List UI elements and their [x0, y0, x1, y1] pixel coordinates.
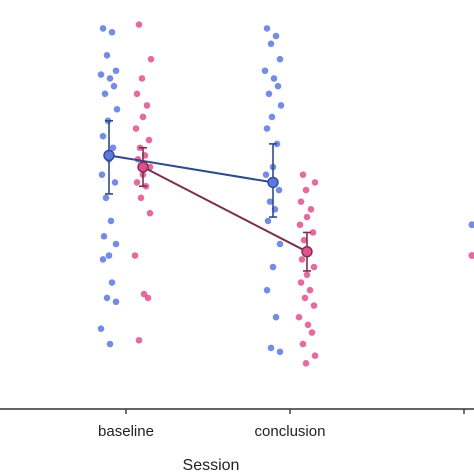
data-point	[112, 240, 120, 248]
data-point	[309, 229, 317, 236]
data-point	[263, 25, 271, 32]
data-point	[468, 252, 474, 260]
x-tick-label-baseline: baseline	[98, 423, 154, 440]
data-point	[101, 90, 109, 98]
data-point	[112, 298, 120, 306]
data-point	[277, 102, 285, 109]
data-point	[109, 144, 117, 152]
data-point	[298, 256, 306, 263]
data-point	[302, 360, 310, 367]
data-point	[264, 217, 272, 225]
data-point	[296, 221, 304, 229]
data-point	[301, 294, 309, 302]
data-point	[133, 90, 141, 98]
mean-line	[108, 154, 274, 184]
jitter-points	[97, 21, 474, 367]
data-point	[295, 313, 303, 321]
mean-line	[142, 166, 308, 253]
data-point	[265, 90, 273, 98]
data-point	[131, 252, 139, 259]
data-point	[297, 198, 305, 205]
data-point	[132, 125, 140, 132]
data-point	[311, 179, 319, 186]
data-point	[275, 186, 283, 194]
data-point	[135, 336, 143, 344]
data-point	[103, 294, 111, 302]
data-point	[310, 263, 318, 271]
data-point	[276, 240, 284, 248]
data-point	[139, 113, 147, 121]
data-point	[145, 136, 153, 144]
mean-marker	[137, 161, 149, 173]
data-point	[299, 171, 307, 178]
data-point	[106, 340, 114, 348]
data-point	[307, 206, 315, 213]
data-point	[102, 194, 110, 202]
data-point	[103, 52, 111, 59]
mean-markers	[103, 149, 313, 258]
data-point	[108, 28, 116, 36]
data-point	[107, 217, 115, 225]
data-point	[270, 75, 278, 82]
data-point	[105, 252, 113, 259]
data-point	[113, 105, 121, 113]
data-point	[268, 113, 276, 121]
data-point	[111, 179, 119, 186]
data-point	[106, 75, 114, 82]
data-point	[261, 67, 269, 75]
mean-lines	[108, 154, 308, 253]
x-tick-label-conclusion: conclusion	[255, 423, 326, 440]
data-point	[143, 102, 151, 109]
data-point	[267, 40, 275, 48]
data-point	[274, 82, 282, 90]
data-point	[99, 256, 107, 263]
data-point	[311, 352, 319, 359]
x-axis-title: Session	[183, 457, 240, 474]
data-point	[135, 21, 143, 28]
data-point	[98, 171, 106, 178]
mean-marker	[267, 176, 279, 189]
data-point	[144, 294, 152, 302]
data-point	[276, 55, 284, 63]
data-point	[302, 186, 310, 194]
data-point	[133, 179, 141, 186]
data-point	[97, 325, 105, 333]
data-point	[303, 213, 311, 221]
mean-marker	[301, 245, 313, 258]
data-point	[146, 209, 154, 217]
data-point	[303, 271, 311, 279]
data-point	[308, 329, 316, 336]
data-point	[272, 313, 280, 321]
data-point	[304, 321, 312, 329]
data-point	[100, 233, 108, 240]
data-point	[262, 171, 270, 178]
data-point	[99, 132, 107, 140]
data-point	[108, 279, 116, 286]
data-point	[306, 286, 314, 294]
data-point	[276, 348, 284, 356]
data-point	[299, 340, 307, 348]
data-point	[269, 263, 277, 271]
data-point	[97, 71, 105, 78]
mean-marker	[103, 149, 115, 162]
data-point	[297, 279, 305, 286]
data-point	[263, 286, 271, 294]
data-point	[112, 67, 120, 75]
data-point	[138, 75, 146, 82]
data-point	[137, 194, 145, 202]
data-point	[266, 198, 274, 205]
data-point	[267, 344, 275, 352]
data-point	[147, 55, 155, 63]
data-point	[310, 302, 318, 309]
data-point	[110, 82, 118, 90]
data-point	[468, 221, 474, 229]
data-point	[99, 25, 107, 32]
data-point	[272, 32, 280, 40]
data-point	[300, 236, 308, 244]
data-point	[263, 125, 271, 132]
